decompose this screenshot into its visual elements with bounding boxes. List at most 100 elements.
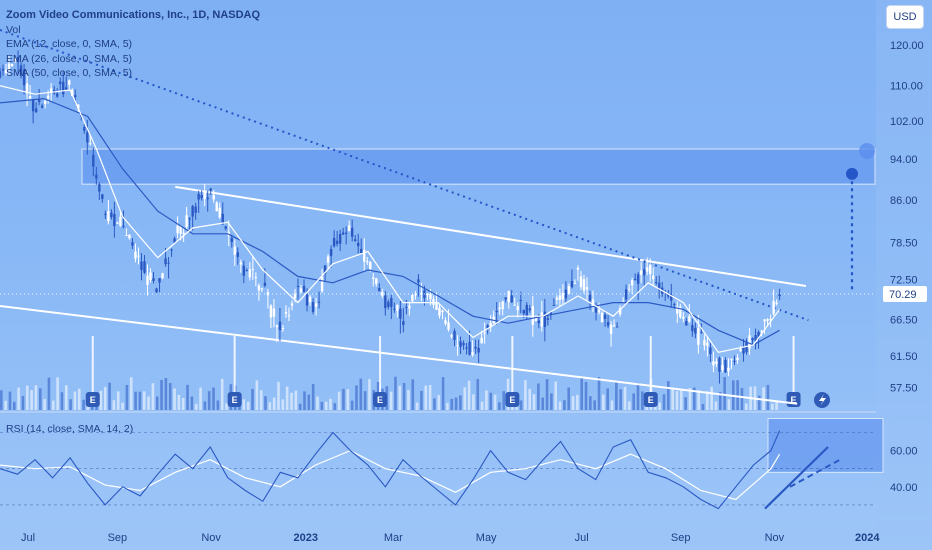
candle[interactable] — [19, 65, 23, 76]
candle[interactable] — [555, 297, 559, 300]
candle[interactable] — [489, 322, 492, 328]
candle[interactable] — [164, 258, 167, 265]
candle[interactable] — [736, 357, 739, 361]
candle[interactable] — [1, 69, 5, 71]
candle[interactable] — [676, 306, 679, 314]
candle[interactable] — [384, 295, 387, 309]
candle[interactable] — [766, 319, 769, 321]
candle[interactable] — [432, 299, 435, 305]
candle[interactable] — [263, 282, 267, 286]
candle[interactable] — [546, 318, 550, 320]
candle[interactable] — [179, 226, 182, 234]
candle[interactable] — [375, 278, 378, 284]
candle[interactable] — [393, 308, 396, 310]
candle[interactable] — [302, 285, 306, 292]
candle[interactable] — [200, 195, 203, 199]
candle[interactable] — [360, 248, 363, 254]
candle[interactable] — [471, 352, 474, 355]
candle[interactable] — [438, 307, 441, 316]
candle[interactable] — [531, 305, 535, 325]
candle[interactable] — [778, 294, 781, 297]
candle[interactable] — [652, 275, 655, 280]
candle[interactable] — [71, 89, 74, 97]
candle[interactable] — [703, 339, 706, 346]
candle[interactable] — [528, 308, 531, 311]
candle[interactable] — [116, 222, 119, 224]
candle[interactable] — [691, 325, 694, 332]
candle[interactable] — [68, 80, 71, 85]
candle[interactable] — [83, 126, 86, 131]
earnings-marker[interactable] — [643, 392, 658, 407]
candle[interactable] — [585, 287, 589, 290]
candle[interactable] — [381, 291, 384, 296]
candle[interactable] — [522, 309, 525, 314]
candle[interactable] — [763, 319, 766, 322]
zone-handle[interactable] — [859, 143, 875, 160]
candle[interactable] — [62, 81, 65, 95]
candle[interactable] — [603, 314, 607, 319]
resistance-zone[interactable] — [81, 148, 876, 185]
candle[interactable] — [281, 327, 285, 329]
candle[interactable] — [399, 308, 402, 319]
candle[interactable] — [92, 154, 95, 167]
candle[interactable] — [95, 174, 98, 179]
candle[interactable] — [450, 335, 453, 337]
candle[interactable] — [350, 227, 354, 237]
candle[interactable] — [579, 276, 583, 288]
candle[interactable] — [639, 270, 643, 275]
candle[interactable] — [468, 341, 471, 355]
candle[interactable] — [624, 289, 628, 300]
candle[interactable] — [113, 214, 116, 226]
candle[interactable] — [46, 95, 50, 99]
candle[interactable] — [775, 302, 778, 304]
candle[interactable] — [525, 304, 528, 316]
candle[interactable] — [429, 293, 432, 300]
candle[interactable] — [576, 267, 580, 270]
candle[interactable] — [694, 327, 697, 334]
candle[interactable] — [299, 288, 303, 293]
candle[interactable] — [233, 246, 236, 255]
candle[interactable] — [658, 282, 661, 291]
candle[interactable] — [344, 232, 348, 234]
candle[interactable] — [582, 279, 586, 291]
candle[interactable] — [742, 347, 745, 354]
candle[interactable] — [396, 304, 399, 311]
candle[interactable] — [296, 286, 300, 288]
candle[interactable] — [417, 279, 420, 283]
candle[interactable] — [161, 273, 164, 279]
last-price-badge[interactable] — [883, 285, 927, 302]
candle[interactable] — [203, 192, 206, 200]
candle[interactable] — [308, 296, 312, 303]
candle[interactable] — [642, 269, 646, 276]
candle[interactable] — [465, 347, 468, 349]
candle[interactable] — [664, 292, 667, 295]
candle[interactable] — [733, 360, 736, 362]
candle[interactable] — [266, 292, 270, 296]
candle[interactable] — [754, 335, 757, 341]
candle[interactable] — [561, 292, 565, 300]
candle[interactable] — [414, 294, 417, 296]
candle[interactable] — [305, 294, 309, 306]
candle[interactable] — [435, 302, 438, 310]
candle[interactable] — [673, 303, 676, 305]
candle[interactable] — [453, 330, 456, 340]
candle[interactable] — [191, 206, 194, 217]
candle[interactable] — [158, 278, 161, 283]
candle[interactable] — [245, 270, 249, 272]
earnings-marker[interactable] — [85, 392, 100, 407]
candle[interactable] — [612, 325, 616, 327]
candle[interactable] — [218, 207, 221, 218]
candle[interactable] — [55, 93, 59, 97]
candle[interactable] — [570, 281, 574, 288]
candle[interactable] — [688, 316, 691, 322]
candle[interactable] — [323, 265, 327, 275]
rsi-legend[interactable]: RSI (14, close, SMA, 14, 2) — [6, 423, 134, 435]
price-axis[interactable] — [876, 0, 932, 550]
candle[interactable] — [483, 332, 486, 334]
candle[interactable] — [119, 216, 122, 226]
candle[interactable] — [354, 239, 357, 242]
dotted-downtrend[interactable] — [0, 29, 809, 322]
candle[interactable] — [137, 255, 140, 257]
candle[interactable] — [679, 306, 682, 318]
candle[interactable] — [718, 357, 721, 372]
